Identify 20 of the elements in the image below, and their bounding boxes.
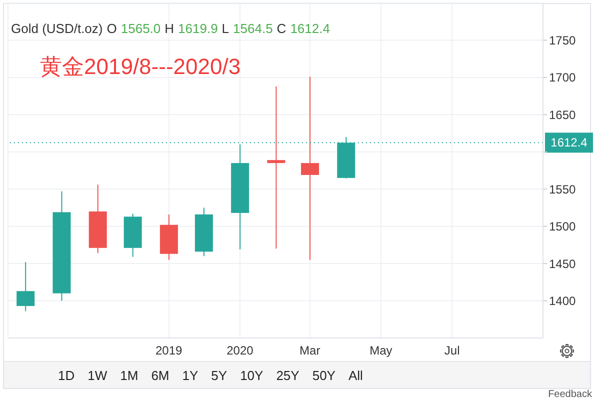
text: 1D 1W 1M 6M 1Y 5Y 10Y 25Y 50Y All — [58, 368, 363, 382]
candlestick — [16, 262, 35, 312]
x-tick-label: 2019 — [156, 344, 183, 358]
text: Feedback — [548, 389, 592, 400]
y-tick-label: 1450 — [549, 256, 576, 271]
candlestick — [267, 86, 286, 250]
text: Gold (USD/t.oz) — [11, 21, 103, 36]
y-tick-label: 1650 — [549, 108, 576, 122]
y-tick-label: 1700 — [549, 70, 576, 85]
x-tick-label: Jul — [444, 344, 460, 358]
x-tick-label: Mar — [300, 344, 320, 358]
ref-line-label: 1612.4 — [550, 136, 588, 150]
y-tick-label: 1750 — [549, 33, 576, 48]
y-tick-label: 1400 — [549, 294, 576, 308]
x-tick-label: 2020 — [226, 344, 254, 358]
text: 黄金2019/8---2020/3 — [40, 53, 241, 81]
annotation: O 1565.0 H 1619.9 L 1564.5 C 1612.4 — [106, 21, 330, 36]
x-tick-label: May — [370, 344, 392, 358]
y-tick-label: 1500 — [549, 220, 576, 234]
y-tick-label: 1550 — [549, 182, 576, 196]
